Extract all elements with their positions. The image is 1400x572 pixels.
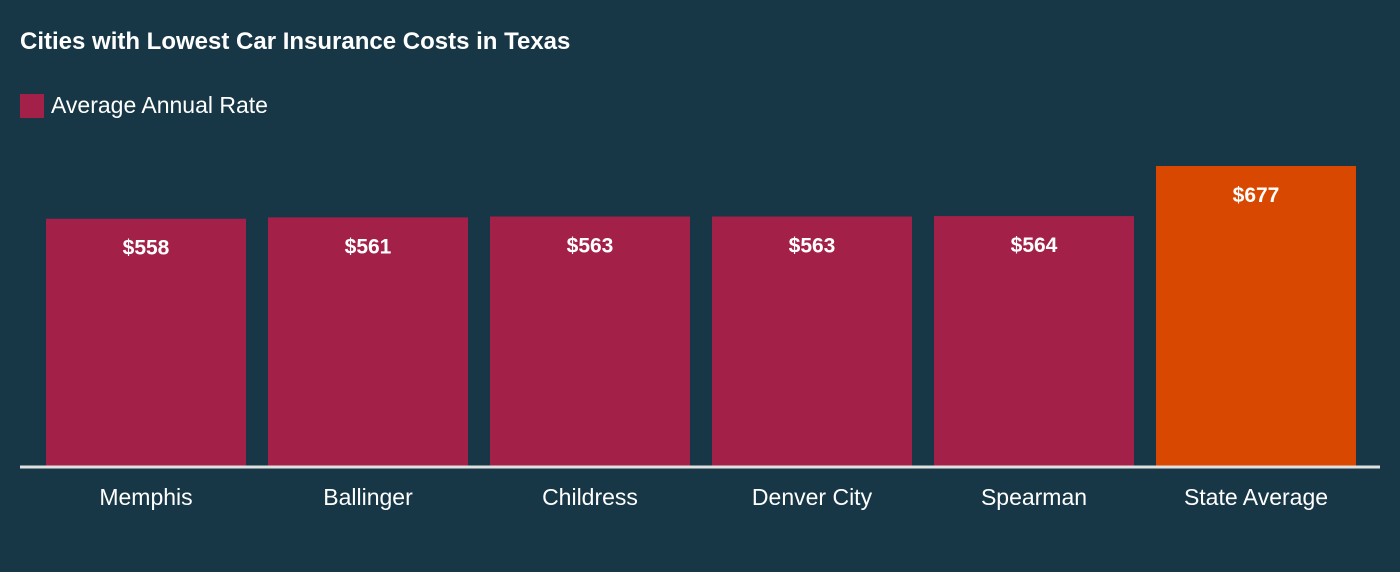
- bar-value-label: $561: [345, 235, 392, 258]
- x-tick-label: Spearman: [981, 484, 1087, 510]
- chart-title: Cities with Lowest Car Insurance Costs i…: [20, 28, 571, 55]
- bar-value-label: $558: [123, 237, 170, 260]
- x-tick-label: State Average: [1184, 484, 1328, 510]
- bar-value-label: $564: [1011, 234, 1058, 257]
- bar-value-label: $563: [567, 235, 614, 258]
- bar-value-label: $563: [789, 235, 836, 258]
- x-tick-label: Denver City: [752, 484, 873, 510]
- bar-spearman: [934, 216, 1134, 466]
- legend-label: Average Annual Rate: [51, 92, 268, 118]
- bar-memphis: [46, 218, 246, 466]
- bar-childress: [490, 216, 690, 466]
- x-tick-label: Memphis: [99, 484, 192, 510]
- bar-state-average: [1156, 166, 1356, 466]
- x-tick-label: Ballinger: [323, 484, 413, 510]
- legend: Average Annual Rate: [20, 92, 268, 119]
- bar-value-label: $677: [1233, 184, 1280, 207]
- legend-swatch: [20, 93, 44, 118]
- x-tick-label: Childress: [542, 484, 638, 510]
- bar-denver-city: [712, 216, 912, 466]
- bar-ballinger: [268, 217, 468, 466]
